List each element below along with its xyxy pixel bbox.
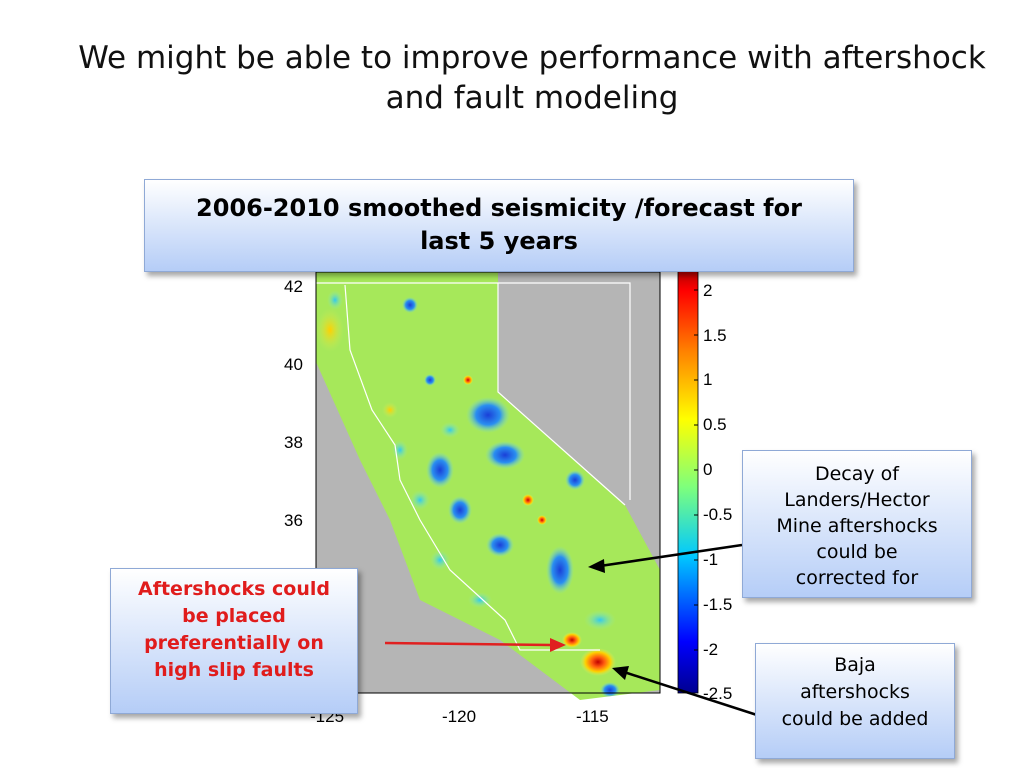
red-arrow [384,638,566,652]
colorbar-tick-label: 0.5 [703,415,727,434]
header-line-1: 2006-2010 smoothed seismicity /forecast … [196,194,802,222]
baja-callout: Baja aftershocks could be added [755,643,955,759]
aftershock-line: preferentially on [144,632,324,654]
colorbar-tick-label: -1 [703,550,718,569]
header-line-2: last 5 years [420,227,578,255]
decay-line: could be [816,541,898,563]
california-forecast-region [316,272,660,700]
colorbar-tick-label: 1.5 [703,326,727,345]
y-tick-label: 38 [284,433,303,452]
decay-line: Mine aftershocks [776,515,938,537]
colorbar-tick-label: 0 [703,460,712,479]
forecast-header-box: 2006-2010 smoothed seismicity /forecast … [144,179,854,272]
title-line-2: and fault modeling [385,80,679,116]
aftershock-line: be placed [182,605,286,627]
decay-line: corrected for [795,567,919,589]
colorbar-tick-label: -2 [703,640,718,659]
baja-line: could be added [781,708,929,730]
aftershock-line: high slip faults [154,659,314,681]
aftershock-callout: Aftershocks could be placed preferential… [110,568,358,714]
colorbar [677,264,699,694]
x-tick-label: -120 [442,707,476,726]
x-tick-label: -115 [576,707,609,726]
y-tick-label: 40 [284,355,303,374]
baja-arrow [612,666,758,717]
y-tick-label: 42 [284,277,303,296]
y-axis: 42 40 38 36 [284,277,303,530]
state-borders [316,282,631,651]
landers-arrow [588,543,743,573]
decay-line: Decay of [814,463,899,485]
colorbar-tick-label: 1 [703,370,712,389]
slide-title: We might be able to improve performance … [40,38,1024,118]
colorbar-tick-label: -2.5 [703,684,732,703]
title-line-1: We might be able to improve performance … [78,40,986,76]
colorbar-ticks: 2 1.5 1 0.5 0 -0.5 -1 -1.5 -2 -2.5 [703,281,732,703]
decay-line: Landers/Hector [784,489,930,511]
colorbar-tick-label: -0.5 [703,505,732,524]
colorbar-tick-label: -1.5 [703,595,732,614]
decay-callout: Decay of Landers/Hector Mine aftershocks… [742,450,972,598]
aftershock-line: Aftershocks could [138,578,330,600]
baja-line: aftershocks [800,681,910,703]
colorbar-tick-label: 2 [703,281,712,300]
baja-line: Baja [834,654,876,676]
y-tick-label: 36 [284,511,303,530]
